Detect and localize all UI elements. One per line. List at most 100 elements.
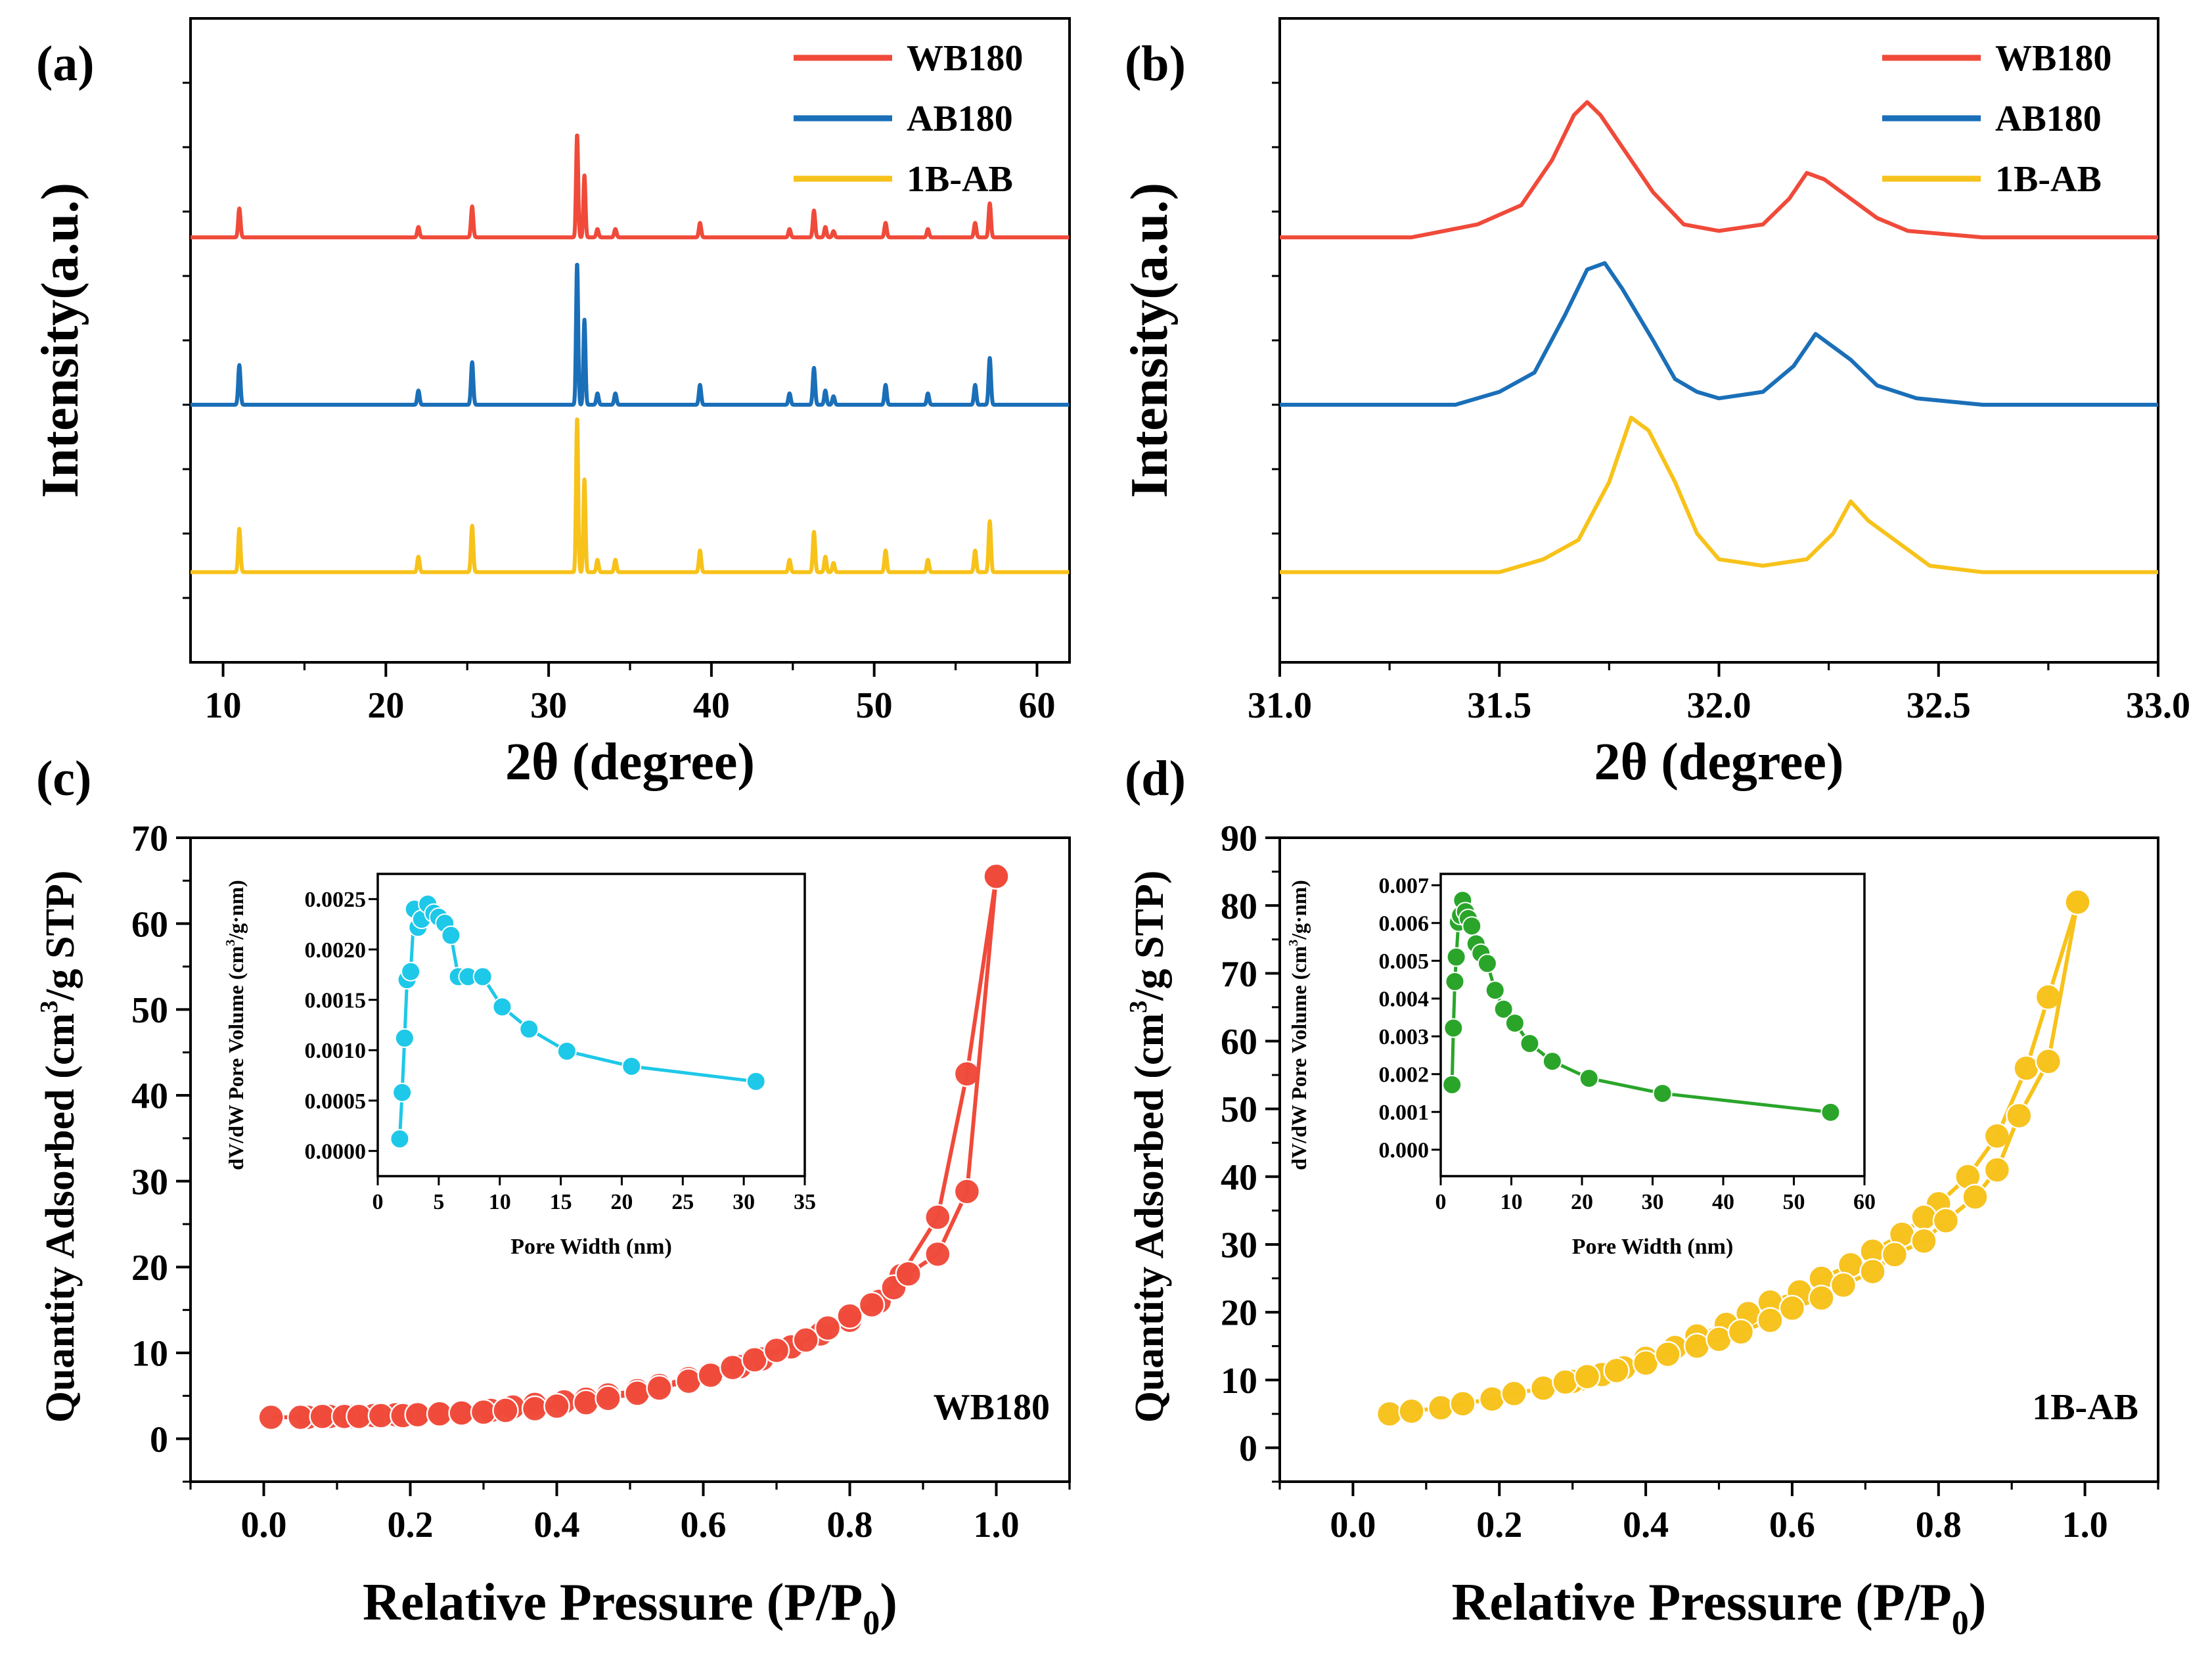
y-tick-label: 70 — [1221, 954, 1257, 995]
x-tick-label: 35 — [794, 1190, 816, 1214]
adsorption-point — [1501, 1380, 1527, 1407]
panel-d-bet-1b-ab: (d)0.0 0.2 0.4 0.6 0.8 1.00102030405060708090… — [1125, 751, 2159, 1642]
y-axis-title: Quantity Adsorbed (cm3/g STP) — [35, 871, 83, 1423]
inset-y-axis-title-part: dV/dW Pore Volume (cm — [224, 946, 248, 1170]
inset-point — [392, 1082, 413, 1103]
x-tick-label: 33.0 — [2126, 685, 2190, 726]
inset-point — [472, 967, 493, 987]
legend-label-wb180: WB180 — [1995, 38, 2111, 79]
x-tick-label: 31.0 — [1248, 685, 1312, 726]
y-tick-label: 60 — [131, 904, 168, 945]
adsorption-point — [1757, 1307, 1784, 1334]
inset-x-axis-title: Pore Width (nm) — [510, 1235, 672, 1259]
y-tick-label: 0.0025 — [305, 888, 367, 912]
y-tick-label: 0.000 — [1379, 1139, 1430, 1163]
y-tick-label: 0 — [150, 1419, 168, 1460]
adsorption-point — [1376, 1400, 1403, 1428]
adsorption-point — [543, 1392, 570, 1420]
inset-point — [1579, 1068, 1599, 1089]
y-axis-title: Intensity(a.u.) — [32, 183, 89, 498]
x-tick-label: 10 — [489, 1190, 511, 1214]
y-tick-label: 90 — [1221, 819, 1257, 859]
y-axis-title-part: /g STP) — [38, 871, 83, 1001]
y-tick-label: 0.0010 — [305, 1039, 367, 1063]
panel-c-bet-wb180: (c)0.0 0.2 0.4 0.6 0.8 1.0010203040506070Rela… — [35, 751, 1071, 1642]
inset-point — [1477, 953, 1497, 974]
x-tick-label: 0.0 — [241, 1505, 287, 1545]
inset-y-axis-title-part: 3 — [1286, 940, 1301, 946]
inset-point — [1446, 947, 1466, 967]
inset-y-axis-title-part: /g·nm) — [224, 880, 248, 940]
sample-annotation: WB180 — [934, 1387, 1050, 1428]
x-tick-label: 40 — [693, 685, 730, 726]
inset-point — [492, 997, 512, 1017]
series-line-wb180 — [189, 133, 1071, 240]
inset-frame — [1439, 873, 1866, 1177]
adsorption-point — [836, 1302, 863, 1330]
inset-point — [1820, 1102, 1841, 1122]
y-axis-title: Quantity Adsorbed (cm3/g STP) — [1125, 871, 1172, 1423]
y-tick-label: 0.0005 — [305, 1089, 367, 1114]
x-tick-label: 0.2 — [388, 1505, 434, 1545]
legend-label-1b-ab: 1B-AB — [907, 159, 1013, 200]
inset-point — [556, 1041, 577, 1061]
adsorption-point — [814, 1314, 842, 1342]
x-tick-label: 5 — [433, 1190, 444, 1214]
x-tick-label: 60 — [1018, 685, 1055, 726]
adsorption-point — [953, 1178, 981, 1205]
adsorption-point — [646, 1375, 673, 1402]
adsorption-point — [924, 1241, 951, 1267]
adsorption-point — [792, 1327, 819, 1354]
inset-point — [1443, 1018, 1464, 1038]
adsorption-point — [763, 1336, 790, 1364]
panel-b-xrd-zoom: (b) 31.0 31.5 32.0 32.5 33.0 2θ (degree) Intens… — [1121, 17, 2190, 791]
legend-label-1b-ab: 1B-AB — [1995, 159, 2102, 200]
adsorption-point — [1932, 1207, 1960, 1235]
adsorption-point — [741, 1346, 768, 1373]
x-axis-title-main: Relative Pressure (P/P — [363, 1574, 863, 1631]
series-line-1b-ab — [1280, 415, 2158, 574]
adsorption-point — [258, 1403, 284, 1431]
adsorption-point — [1398, 1398, 1425, 1425]
adsorption-point — [623, 1380, 651, 1407]
desorption-point — [1910, 1204, 1937, 1231]
inset-y-axis-title-part: dV/dW Pore Volume (cm — [1287, 946, 1311, 1170]
y-tick-label: 0.005 — [1379, 949, 1430, 974]
inset-point — [441, 925, 461, 946]
x-tick-label: 30 — [530, 685, 567, 726]
legend-label-ab180: AB180 — [1995, 99, 2102, 139]
inset-point — [1485, 980, 1505, 1001]
adsorption-point — [1983, 1156, 2011, 1183]
x-axis-title: 2θ (degree) — [1594, 733, 1843, 791]
series-line-ab180 — [1280, 261, 2158, 407]
x-tick-label: 0.0 — [1330, 1505, 1376, 1545]
x-axis-title: Relative Pressure (P/P0) — [1452, 1574, 1987, 1642]
adsorption-point — [595, 1385, 621, 1412]
x-tick-label: 30 — [1642, 1190, 1664, 1214]
y-axis-title-part: 3 — [35, 1001, 63, 1013]
y-tick-label: 0 — [1239, 1428, 1257, 1469]
adsorption-point — [1683, 1333, 1711, 1359]
x-axis-title-sub: 0 — [863, 1605, 880, 1642]
y-tick-label: 0.001 — [1379, 1101, 1430, 1125]
y-tick-label: 0.007 — [1379, 874, 1430, 898]
adsorption-point — [1727, 1318, 1755, 1346]
y-tick-label: 20 — [1221, 1293, 1257, 1334]
y-tick-label: 50 — [131, 990, 168, 1031]
desorption-point — [2013, 1055, 2040, 1082]
x-tick-label: 50 — [856, 685, 893, 726]
x-tick-label: 60 — [1853, 1190, 1876, 1214]
adsorption-point — [1603, 1357, 1630, 1384]
y-axis-title-part: Intensity(a.u.) — [32, 183, 89, 498]
panel-a-xrd-full-range: (a) 10 20 30 40 50 60 2θ (degree) Intensity(a.u.… — [32, 17, 1071, 791]
y-tick-label: 0.003 — [1379, 1025, 1430, 1049]
adsorption-point — [1778, 1294, 1806, 1322]
adsorption-point — [895, 1260, 922, 1288]
y-tick-label: 70 — [131, 819, 168, 859]
adsorption-point — [521, 1395, 549, 1423]
x-tick-label: 31.5 — [1467, 685, 1531, 726]
x-tick-label: 15 — [550, 1190, 572, 1214]
x-tick-label: 25 — [671, 1190, 694, 1214]
inset-point — [394, 1028, 415, 1048]
